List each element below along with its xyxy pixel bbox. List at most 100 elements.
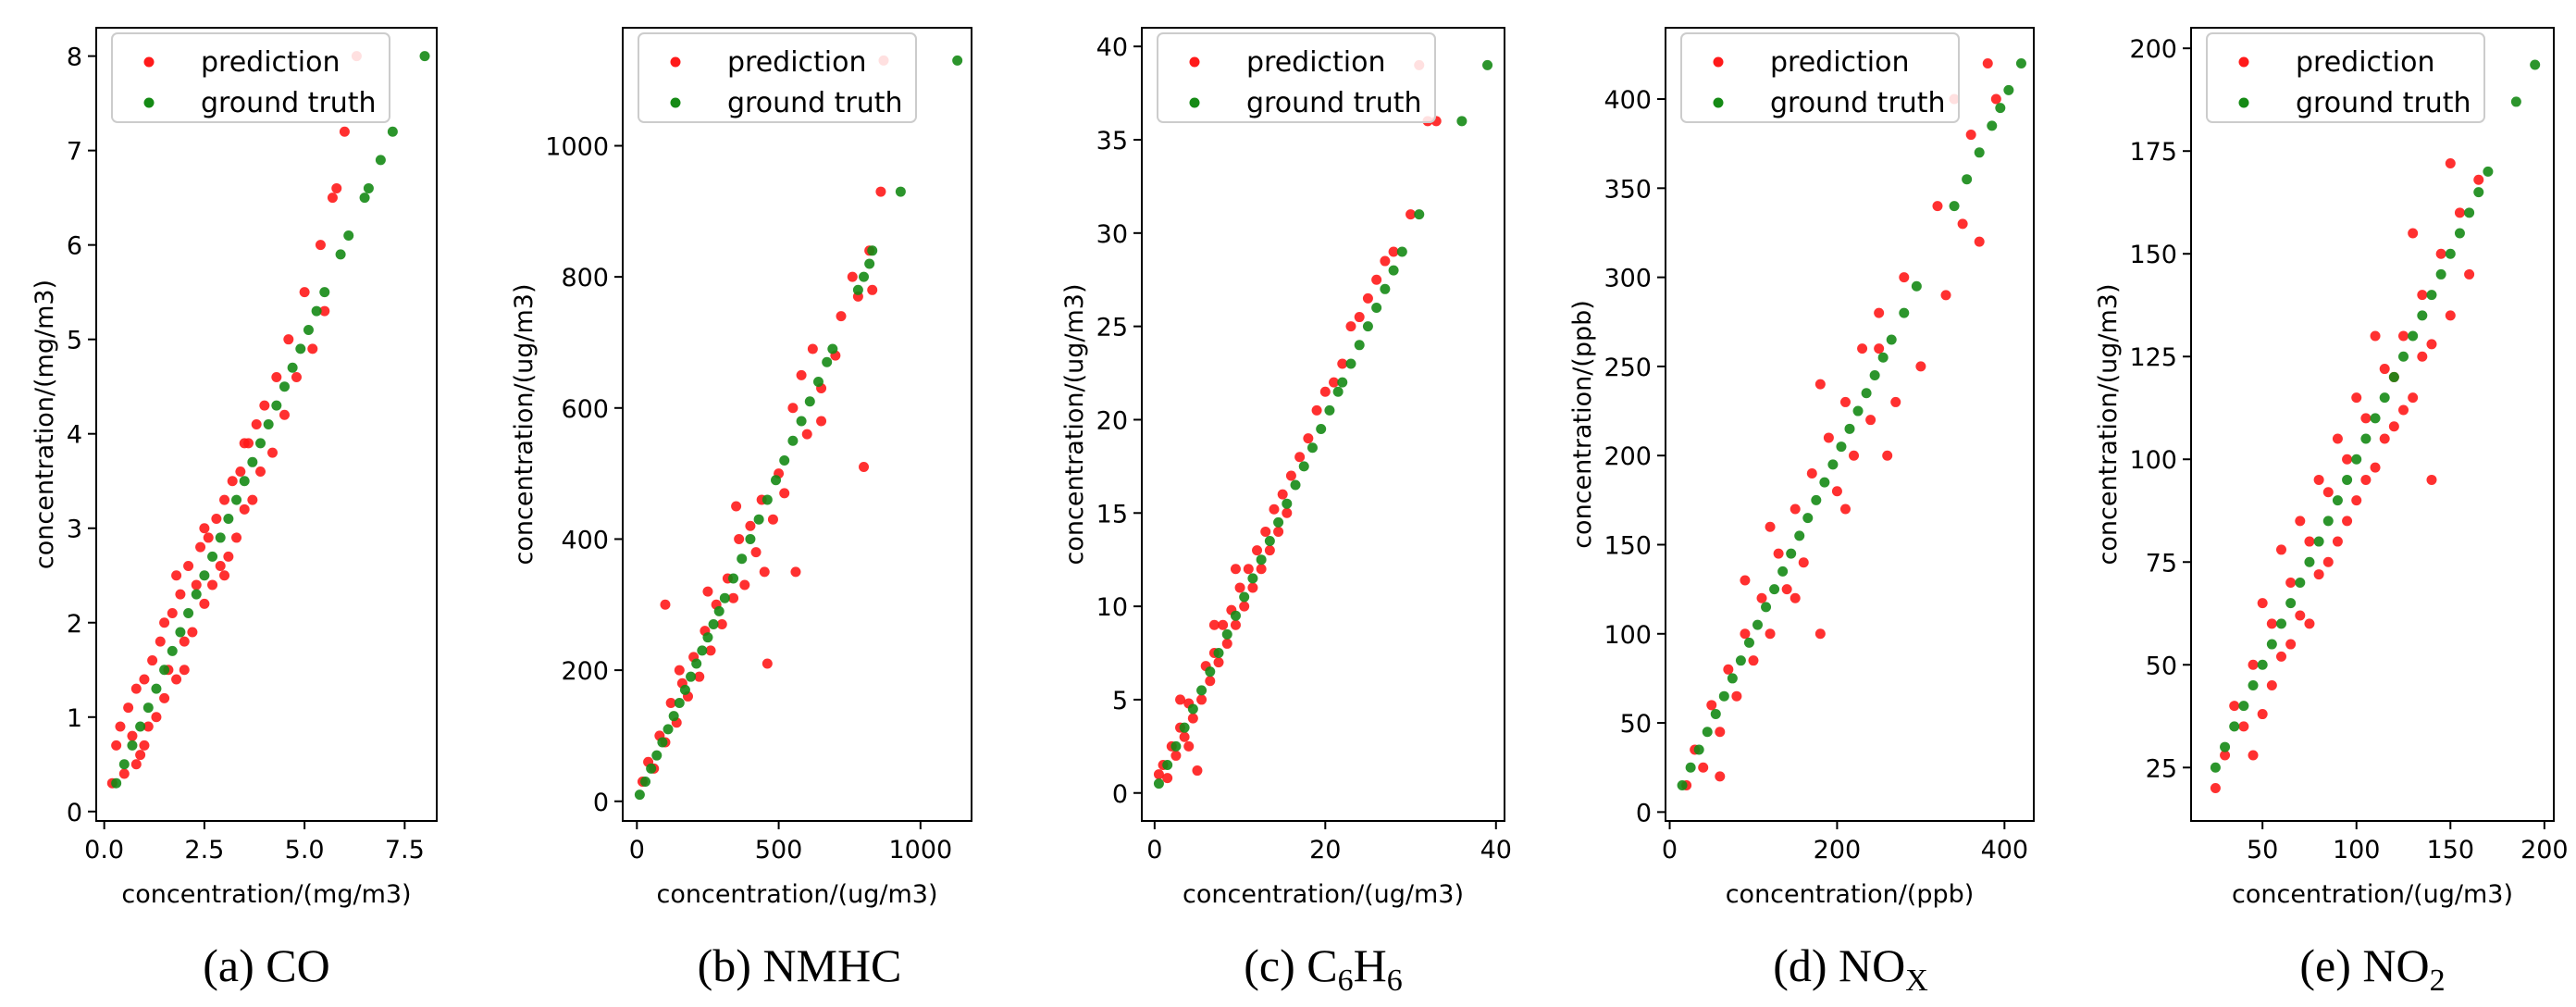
data-point [115, 721, 126, 732]
data-point [271, 400, 282, 411]
data-point [1974, 236, 1985, 247]
data-point [1877, 352, 1889, 363]
data-point [1282, 498, 1293, 509]
data-point [2304, 556, 2315, 567]
data-point [231, 532, 242, 543]
legend-box [1157, 32, 1436, 123]
data-point [1239, 601, 1250, 612]
data-point [1811, 494, 1822, 505]
data-point [1285, 470, 1296, 481]
data-point [1777, 566, 1789, 577]
y-tick-label: 75 [2146, 549, 2177, 578]
data-point [1179, 722, 1190, 733]
data-point [2248, 679, 2259, 690]
data-point [2285, 577, 2297, 588]
data-point [2510, 96, 2521, 107]
data-point [167, 645, 178, 656]
data-point [203, 532, 214, 543]
data-point [1839, 396, 1851, 407]
data-point [1802, 513, 1814, 524]
data-point [1170, 750, 1182, 761]
data-point [646, 763, 657, 774]
data-point [2388, 371, 2399, 382]
data-point [1221, 628, 1232, 640]
data-point [319, 287, 330, 298]
data-point [1175, 694, 1186, 705]
data-point [731, 501, 742, 512]
data-point [1685, 762, 1696, 773]
data-point [299, 287, 310, 298]
data-point [1718, 690, 1729, 702]
data-point [111, 777, 122, 789]
data-point [713, 605, 724, 616]
data-point [139, 740, 150, 751]
data-point [211, 514, 222, 525]
data-point [171, 674, 182, 685]
data-point [796, 416, 807, 427]
y-tick-label: 50 [2146, 652, 2177, 680]
data-point [1827, 459, 1839, 470]
data-point [2426, 474, 2437, 485]
data-point [1221, 638, 1232, 649]
y-tick-label: 2 [67, 610, 82, 639]
y-axis-label: concentration/(ug/m3) [510, 284, 539, 566]
data-point [1239, 591, 1250, 603]
data-point [679, 684, 690, 695]
data-point [2445, 310, 2456, 321]
data-point [247, 456, 258, 467]
data-point [702, 586, 713, 597]
data-point [111, 740, 122, 751]
legend-marker-ground-truth [143, 97, 155, 108]
y-tick-label: 250 [1604, 354, 1652, 382]
data-point [1362, 321, 1373, 332]
x-axis-label: concentration/(ug/m3) [2232, 880, 2513, 909]
plot-frame [1141, 27, 1505, 822]
data-point [179, 636, 190, 647]
panel-5: 50 100 150 200255075100125150175200concentr… [2094, 27, 2569, 998]
data-point [2473, 187, 2484, 198]
data-point [1205, 666, 1216, 678]
data-point [686, 671, 697, 682]
y-tick-label: 125 [2129, 343, 2177, 372]
data-point [1456, 116, 1468, 127]
y-tick-label: 20 [1096, 406, 1128, 435]
data-point [183, 608, 194, 619]
y-tick-label: 150 [2129, 241, 2177, 269]
data-point [266, 447, 278, 458]
data-point [1247, 573, 1258, 584]
legend-marker-ground-truth [2238, 97, 2249, 108]
data-point [1252, 545, 1263, 556]
panel-1: 0.0 2.5 5.0 7.5 0 1 2 3 4 5 6 7 8 concentration/(mg/m… [31, 27, 438, 991]
data-point [660, 599, 671, 610]
data-point [657, 737, 668, 748]
data-point [259, 400, 270, 411]
data-point [952, 55, 963, 66]
data-point [303, 324, 314, 335]
data-point [836, 311, 847, 322]
data-point [159, 665, 170, 676]
data-point [319, 305, 330, 317]
data-point [2266, 639, 2277, 650]
y-tick-label: 25 [2146, 754, 2177, 783]
data-point [790, 566, 801, 578]
data-point [745, 533, 756, 544]
data-point [1831, 486, 1842, 497]
legend-marker-prediction [670, 56, 681, 68]
data-point [1836, 441, 1847, 453]
data-point [1298, 461, 1309, 472]
x-tick-label: 20 [1309, 836, 1341, 864]
data-point [2266, 679, 2277, 690]
data-point [1307, 442, 1318, 454]
data-point [2379, 364, 2390, 375]
data-point [1861, 388, 1872, 399]
y-tick-label: 6 [67, 232, 82, 261]
data-point [175, 627, 186, 638]
data-point [1332, 386, 1344, 397]
legend-marker-prediction [2238, 56, 2249, 68]
data-point [728, 573, 739, 584]
x-tick-label: 500 [755, 836, 803, 864]
data-point [2332, 433, 2343, 444]
legend-box [111, 32, 390, 123]
data-point [1752, 619, 1763, 630]
data-point [1819, 477, 1830, 488]
